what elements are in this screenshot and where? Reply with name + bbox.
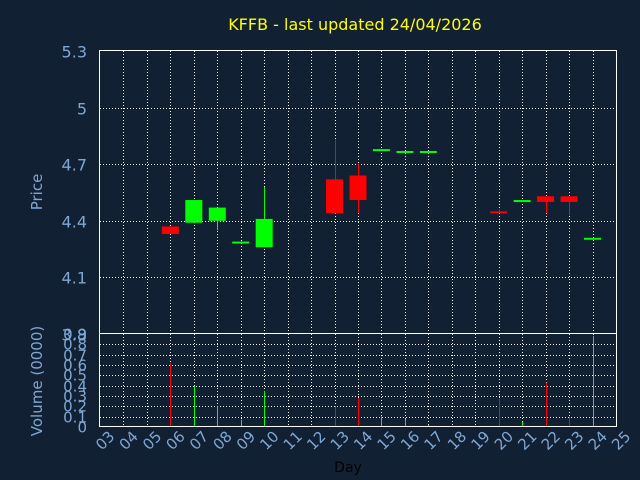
candle-body — [208, 207, 226, 221]
x-tick-labels: 0304050607080910111213141516171819202122… — [92, 428, 634, 454]
candle-body — [185, 200, 203, 223]
x-tick-label: 07 — [186, 428, 212, 454]
x-tick-label: 25 — [608, 428, 634, 454]
x-tick-label: 12 — [303, 428, 329, 454]
candle-body — [560, 196, 578, 202]
price-tick-label: 4.1 — [62, 269, 87, 288]
volume-tick-label: 0.9 — [63, 326, 87, 344]
volume-plot-frame — [99, 333, 617, 427]
price-y-tick-labels: 5.3 5 4.7 4.4 4.1 3.8 — [62, 43, 87, 345]
volume-tick-label: 0.8 — [63, 336, 87, 354]
x-tick-label: 11 — [280, 428, 306, 454]
candle-body — [372, 149, 390, 152]
x-tick-label: 14 — [350, 428, 376, 454]
x-tick-label: 18 — [444, 428, 470, 454]
x-tick-label: 03 — [92, 428, 118, 454]
x-tick-label: 05 — [139, 428, 165, 454]
candle-body — [161, 226, 179, 235]
x-tick-label: 10 — [256, 428, 282, 454]
x-tick-label: 24 — [585, 428, 611, 454]
x-tick-label: 22 — [538, 428, 564, 454]
volume-tick-label: 0.6 — [63, 357, 87, 375]
x-tick-label: 23 — [561, 428, 587, 454]
volume-tick-label: 0.1 — [63, 409, 87, 427]
x-tick-label: 15 — [374, 428, 400, 454]
candle-body — [232, 241, 250, 244]
x-tick-label: 09 — [233, 428, 259, 454]
volume-y-tick-labels: 0.90.80.70.60.50.40.30.20.10 — [63, 326, 87, 437]
x-tick-label: 04 — [116, 428, 142, 454]
volume-gridlines — [100, 334, 616, 427]
candle-body — [490, 211, 508, 214]
candle-body — [326, 179, 344, 214]
x-tick-label: 20 — [491, 428, 517, 454]
candle-body — [255, 218, 273, 248]
price-axis-label: Price — [28, 174, 46, 211]
price-tick-label: 3.8 — [62, 326, 87, 345]
candle-body — [513, 200, 531, 203]
x-tick-label: 21 — [514, 428, 540, 454]
x-tick-label: 17 — [421, 428, 447, 454]
x-tick-label: 08 — [209, 428, 235, 454]
candle-body — [584, 237, 602, 240]
price-tick-label: 5.3 — [62, 43, 87, 62]
volume-tick-label: 0 — [77, 419, 87, 437]
x-tick-label: 13 — [327, 428, 353, 454]
volume-tick-label: 0.5 — [63, 367, 87, 385]
candle-body — [419, 150, 437, 153]
price-tick-label: 4.7 — [62, 156, 87, 175]
chart-title: KFFB - last updated 24/04/2026 — [228, 15, 482, 34]
x-tick-label: 19 — [467, 428, 493, 454]
volume-tick-label: 0.2 — [63, 398, 87, 416]
price-candles — [161, 139, 602, 248]
x-axis-label: Day — [334, 460, 362, 476]
volume-bars — [170, 336, 594, 427]
volume-tick-label: 0.3 — [63, 388, 87, 406]
volume-tick-label: 0.4 — [63, 378, 87, 396]
candle-body — [349, 175, 367, 201]
volume-axis-label: Volume (0000) — [28, 326, 46, 436]
volume-tick-label: 0.7 — [63, 347, 87, 365]
candle-body — [396, 150, 414, 153]
x-tick-label: 06 — [163, 428, 189, 454]
x-tick-label: 16 — [397, 428, 423, 454]
price-tick-label: 4.4 — [62, 213, 87, 232]
candle-body — [537, 196, 555, 202]
price-tick-label: 5 — [77, 100, 87, 119]
